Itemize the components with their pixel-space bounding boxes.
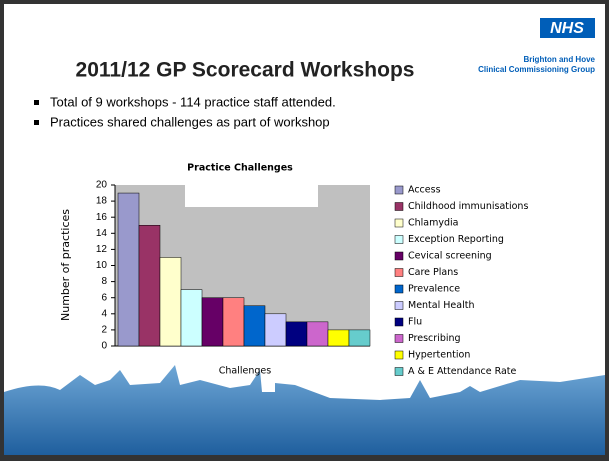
bar (202, 298, 223, 346)
org-line: Clinical Commissioning Group (478, 65, 595, 74)
legend-label: Access (408, 185, 441, 196)
legend-label: Exception Reporting (408, 234, 504, 245)
legend-swatch (395, 302, 403, 310)
slide: NHS Brighton and Hove Clinical Commissio… (0, 0, 609, 461)
legend-swatch (395, 318, 403, 326)
legend-label: Flu (408, 317, 422, 328)
y-tick-label: 4 (101, 308, 107, 319)
legend-swatch (395, 186, 403, 194)
bar (349, 330, 370, 346)
y-tick-label: 0 (101, 341, 107, 352)
bullet-text: Practices shared challenges as part of w… (50, 114, 330, 129)
bar (160, 257, 181, 346)
bar (118, 193, 139, 346)
legend-swatch (395, 285, 403, 293)
bullet (34, 120, 39, 125)
bar (307, 322, 328, 346)
bar (223, 298, 244, 346)
y-tick-label: 14 (96, 228, 108, 239)
y-tick-label: 10 (96, 260, 108, 271)
legend-swatch (395, 269, 403, 277)
bar (286, 322, 307, 346)
bar (139, 225, 160, 346)
legend-label: Chlamydia (408, 218, 458, 229)
y-tick-label: 12 (96, 244, 108, 255)
legend-swatch (395, 351, 403, 359)
legend-label: Prescribing (408, 333, 461, 344)
y-tick-label: 18 (96, 196, 108, 207)
legend-label: Childhood immunisations (408, 201, 528, 212)
legend-label: Hypertention (408, 350, 470, 361)
y-tick-label: 8 (101, 276, 107, 287)
legend-swatch (395, 368, 403, 376)
org-line: Brighton and Hove (523, 55, 595, 64)
y-tick-label: 6 (101, 292, 107, 303)
overlay (185, 185, 318, 207)
y-axis-label: Number of practices (59, 209, 72, 321)
legend-label: A & E Attendance Rate (408, 366, 517, 377)
legend-swatch (395, 203, 403, 211)
slide-title: 2011/12 GP Scorecard Workshops (76, 59, 415, 82)
legend-swatch (395, 236, 403, 244)
legend-label: Cevical screening (408, 251, 492, 262)
bar (265, 314, 286, 346)
bar (328, 330, 349, 346)
legend-label: Care Plans (408, 267, 458, 278)
bar (244, 306, 265, 346)
x-axis-label: Challenges (219, 366, 271, 377)
logo-text: NHS (550, 20, 584, 37)
chart-title: Practice Challenges (187, 163, 293, 174)
legend-swatch (395, 252, 403, 260)
y-tick-label: 16 (96, 212, 108, 223)
legend-swatch (395, 335, 403, 343)
legend-label: Mental Health (408, 300, 474, 311)
legend-label: Prevalence (408, 284, 460, 295)
bar (181, 290, 202, 346)
legend-swatch (395, 219, 403, 227)
bullet-text: Total of 9 workshops - 114 practice staf… (50, 94, 336, 109)
page: NHS Brighton and Hove Clinical Commissio… (0, 0, 609, 461)
bullet (34, 100, 39, 105)
y-tick-label: 20 (96, 180, 108, 191)
y-tick-label: 2 (101, 325, 107, 336)
